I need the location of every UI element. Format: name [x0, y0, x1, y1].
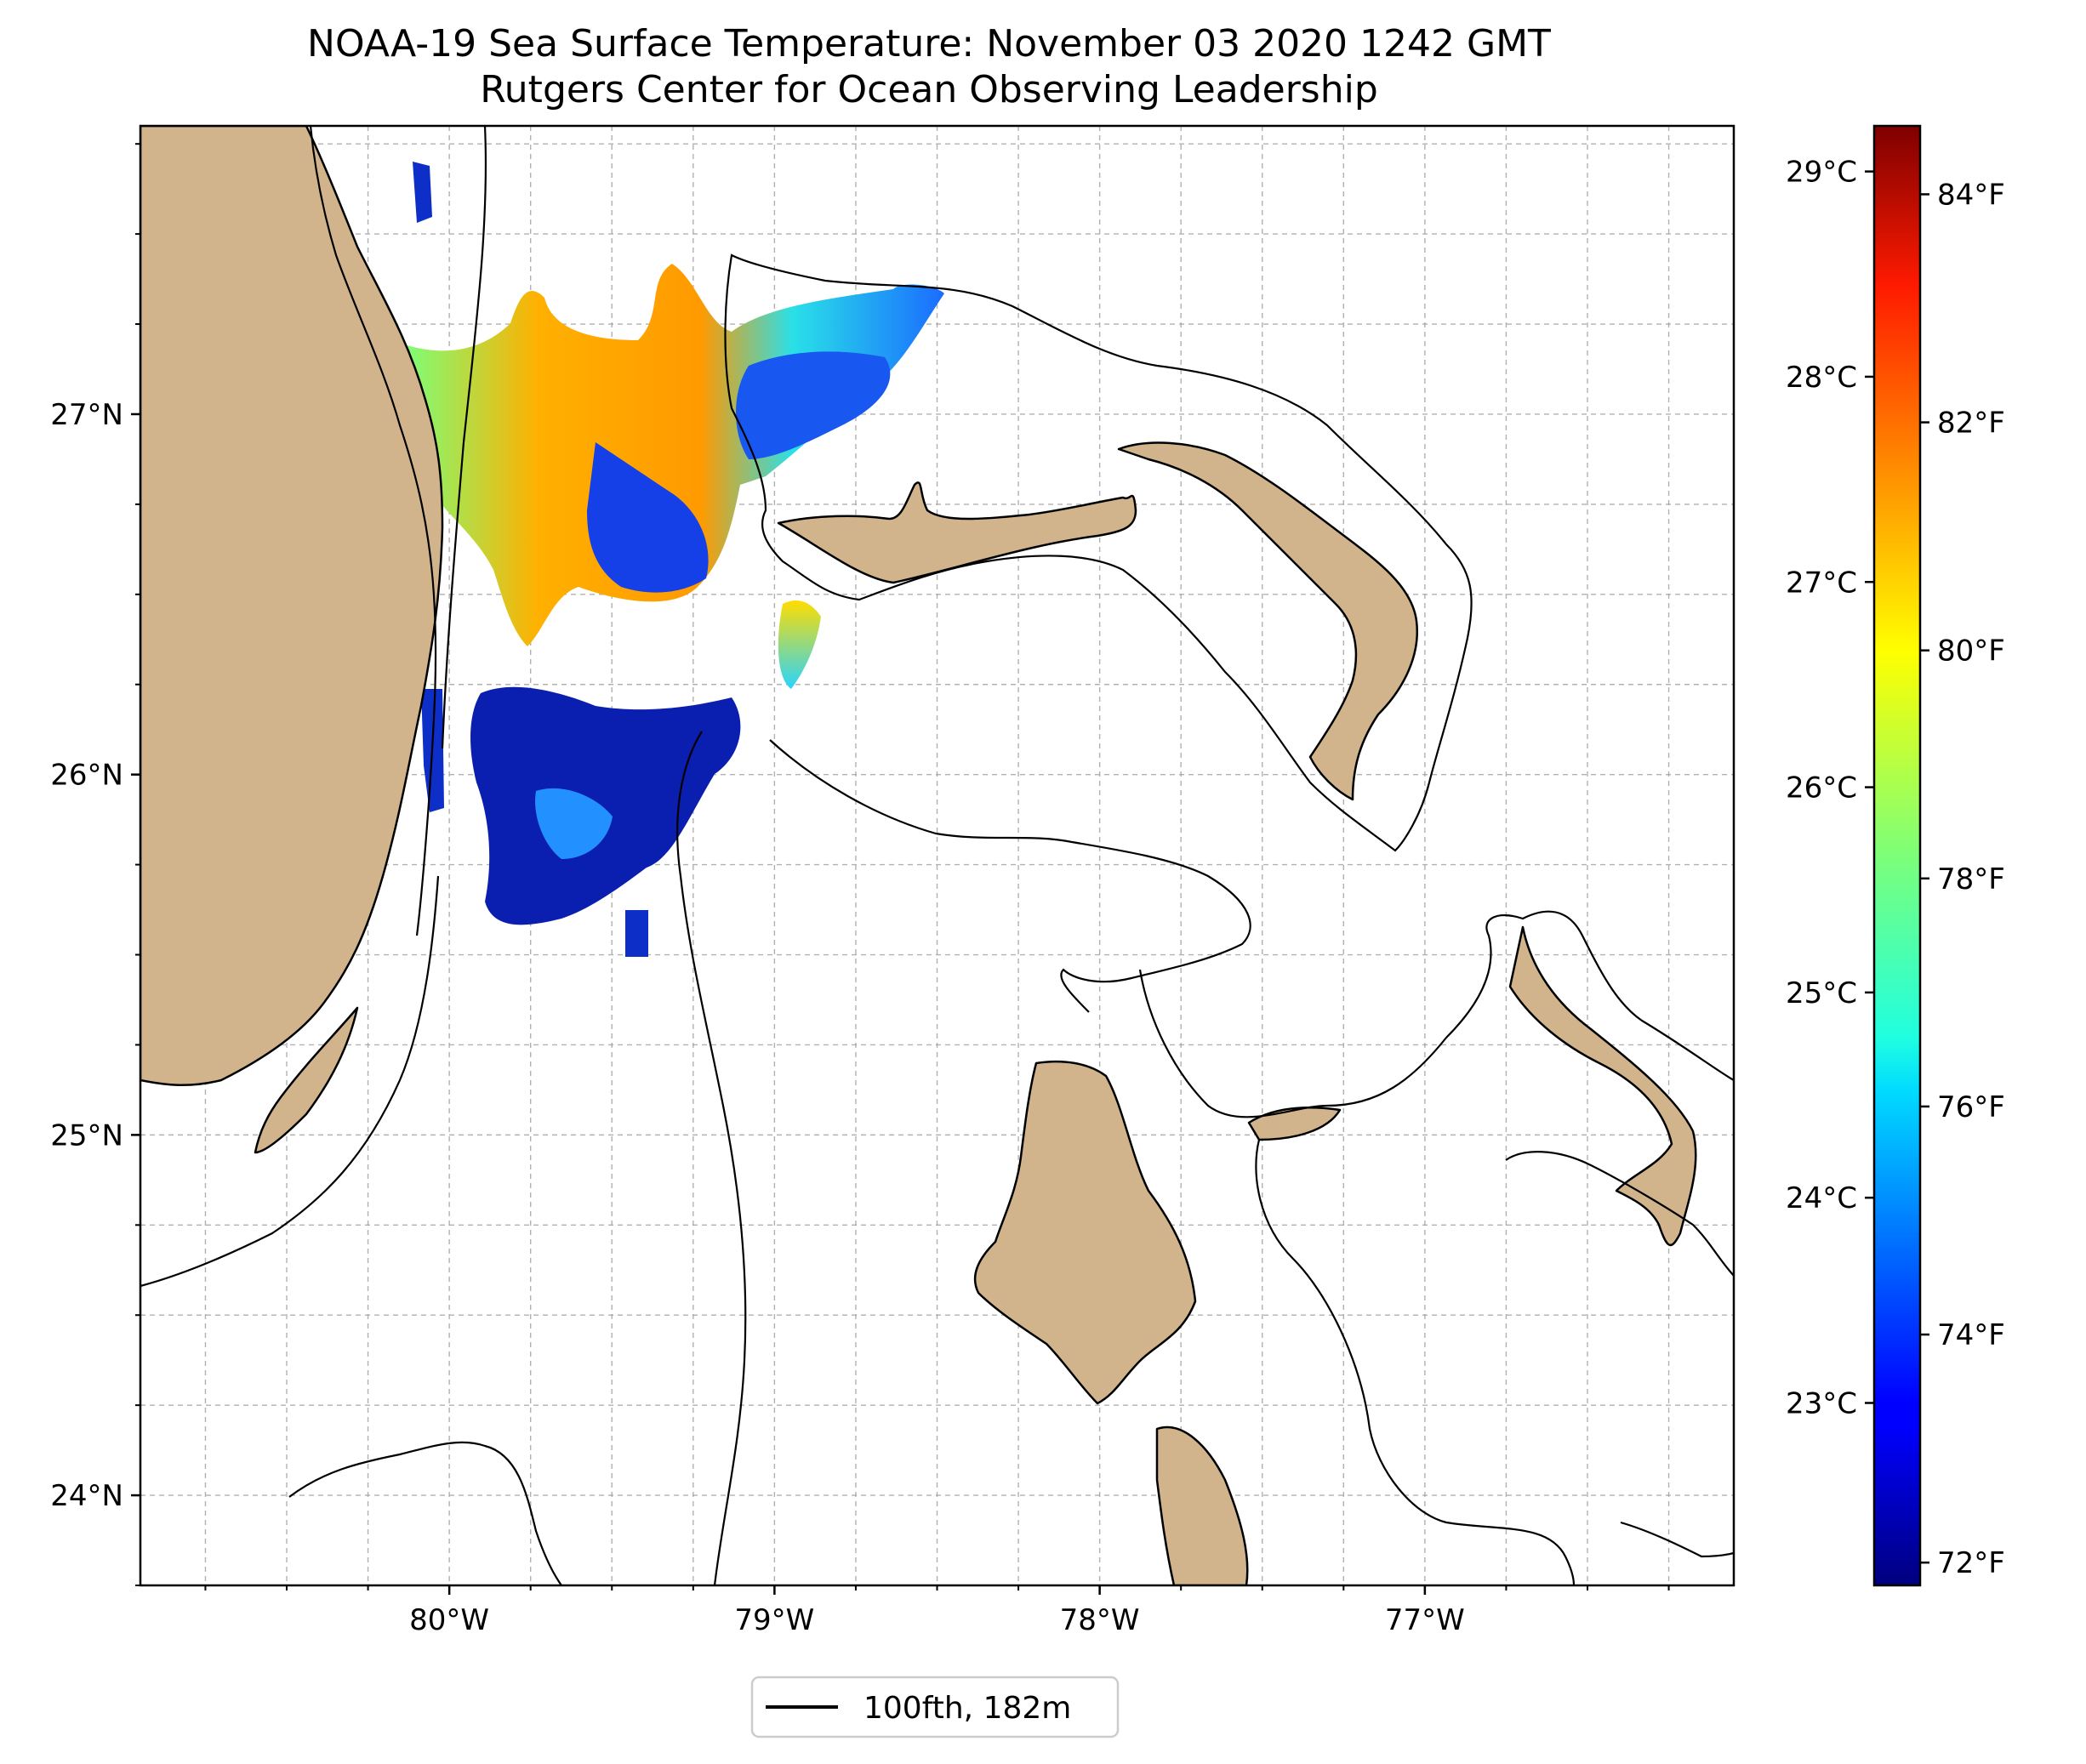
isobath-florida-shelf-south — [140, 875, 440, 1288]
sst-patch-south-cold — [470, 686, 741, 925]
sst-patch-south-dot — [625, 910, 648, 957]
lon-tick-label: 79°W — [734, 1603, 814, 1637]
colorbar-fahrenheit-axis: 84°F 82°F 80°F 78°F 76°F 74°F 72°F — [1920, 178, 2005, 1580]
land-keys — [254, 1006, 359, 1154]
celsius-tick-label: 28°C — [1786, 361, 1857, 395]
isobath-exuma-sound — [1255, 1139, 1576, 1585]
land — [140, 126, 1697, 1585]
colorbar-celsius-axis: 29°C 28°C 27°C 26°C 25°C 24°C 23°C — [1786, 156, 1874, 1421]
sst-patch-east-cold — [736, 351, 891, 459]
fahrenheit-tick-label: 80°F — [1937, 634, 2005, 669]
land-abaco — [1117, 441, 1418, 801]
chart-title: NOAA-19 Sea Surface Temperature: Novembe… — [307, 22, 1551, 65]
legend-box — [750, 1676, 1120, 1738]
fahrenheit-tick-label: 84°F — [1937, 178, 2005, 212]
isobath-100fth — [140, 126, 1734, 1585]
isobath-cay-sal-bank — [288, 1441, 562, 1585]
celsius-tick-label: 29°C — [1786, 156, 1857, 190]
sst-patch-south-mid — [535, 788, 613, 859]
latitude-axis: 27°N 26°N 25°N 24°N — [50, 398, 140, 1513]
celsius-tick-label: 27°C — [1786, 566, 1857, 600]
lat-tick-label: 25°N — [50, 1118, 123, 1152]
lat-tick-label: 27°N — [50, 398, 123, 432]
map-area — [140, 126, 1734, 1585]
sst-patch-gap-warm — [778, 600, 821, 689]
isobath-tongue-of-ocean — [1138, 910, 1734, 1118]
fahrenheit-tick-label: 82°F — [1937, 407, 2005, 441]
legend-label: 100fth, 182m — [863, 1691, 1071, 1726]
lon-tick-label: 78°W — [1060, 1603, 1140, 1637]
lat-tick-label: 24°N — [50, 1479, 123, 1513]
land-south-andros — [1155, 1425, 1249, 1585]
land-new-providence — [1247, 1107, 1342, 1141]
celsius-tick-label: 26°C — [1786, 771, 1857, 805]
sst-patch-center-cold — [587, 442, 709, 593]
celsius-tick-label: 23°C — [1786, 1387, 1857, 1421]
colorbar: 29°C 28°C 27°C 26°C 25°C 24°C 23°C 84°F 82°F 80°… — [1786, 124, 2005, 1587]
celsius-tick-label: 24°C — [1786, 1181, 1857, 1215]
lat-tick-label: 26°N — [50, 759, 123, 793]
minor-ticks — [135, 143, 1670, 1590]
chart-subtitle: Rutgers Center for Ocean Observing Leade… — [480, 68, 1378, 111]
land-florida — [140, 126, 444, 1087]
lon-tick-label: 77°W — [1385, 1603, 1465, 1637]
isobath-east — [1505, 1151, 1734, 1277]
isobath-florida-straits — [441, 126, 487, 749]
fahrenheit-tick-label: 78°F — [1937, 862, 2005, 896]
isobath-florida-shelf — [309, 126, 437, 936]
fahrenheit-tick-label: 72°F — [1937, 1546, 2005, 1580]
fahrenheit-tick-label: 76°F — [1937, 1090, 2005, 1124]
land-andros — [973, 1060, 1197, 1405]
isobath-great-bahama-bank-north — [769, 739, 1251, 1013]
lon-tick-label: 80°W — [409, 1603, 489, 1637]
land-eleuthera — [1508, 925, 1697, 1246]
sst-patch-north-strip — [413, 162, 432, 223]
isobath-little-bahama-bank — [724, 253, 1473, 852]
legend: 100fth, 182m — [750, 1676, 1120, 1738]
fahrenheit-tick-label: 74°F — [1937, 1318, 2005, 1352]
longitude-axis: 80°W 79°W 78°W 77°W — [409, 1585, 1465, 1637]
colorbar-gradient — [1872, 124, 1922, 1587]
isobath-far-east — [1620, 1521, 1734, 1558]
isobath-great-bahama-bank — [676, 731, 747, 1585]
celsius-tick-label: 25°C — [1786, 976, 1857, 1010]
